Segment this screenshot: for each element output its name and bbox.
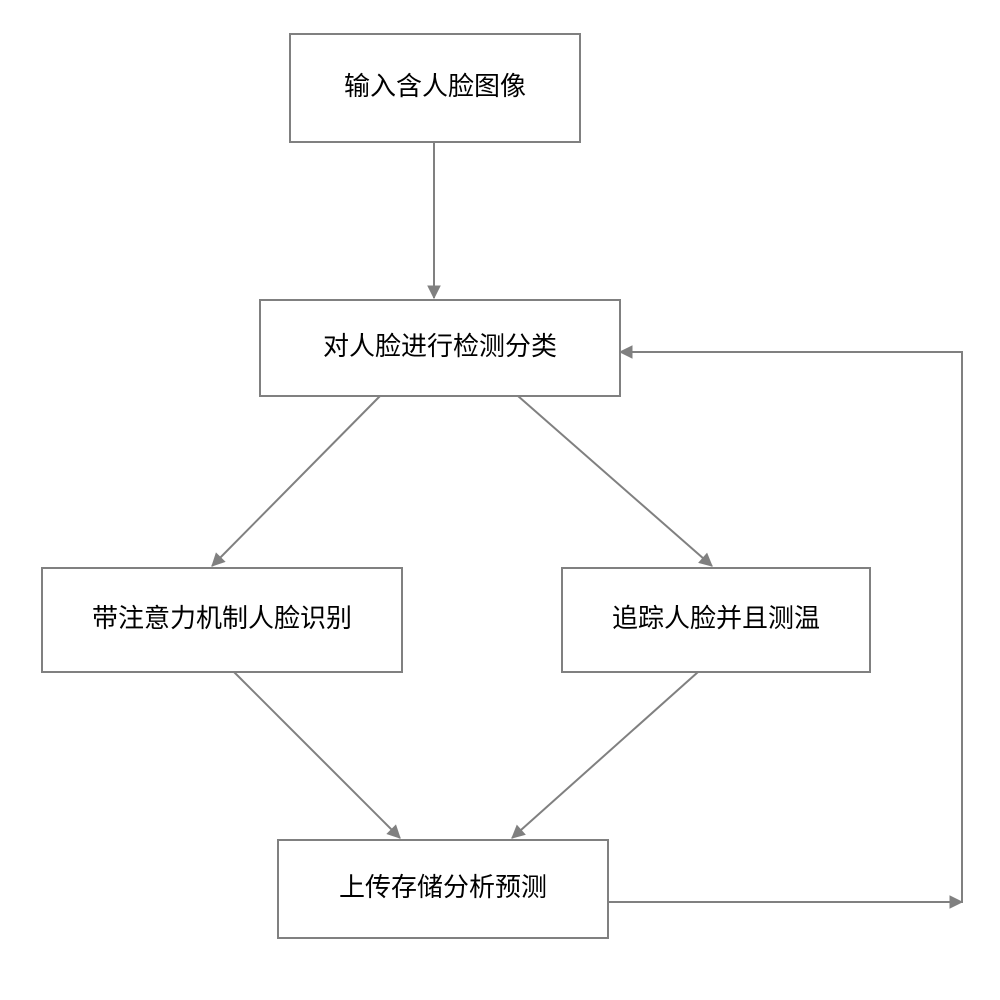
flow-node-n1: 输入含人脸图像: [290, 34, 580, 142]
arrow-head-icon: [950, 896, 962, 908]
flow-node-n2: 对人脸进行检测分类: [260, 300, 620, 396]
flow-edge: [518, 396, 712, 566]
flow-node-label: 输入含人脸图像: [344, 72, 526, 101]
arrow-head-icon: [428, 286, 440, 298]
flowchart-diagram: 输入含人脸图像对人脸进行检测分类带注意力机制人脸识别 追踪人脸并且测温上传存储分析…: [0, 0, 1000, 1000]
flow-node-label: 上传存储分析预测: [339, 873, 547, 902]
flow-node-label: 追踪人脸并且测温: [612, 604, 820, 633]
flow-node-label: 带注意力机制人脸识别: [92, 604, 352, 633]
flow-node-n4: 追踪人脸并且测温: [562, 568, 870, 672]
flow-node-label: 对人脸进行检测分类: [323, 332, 557, 361]
flow-edge: [234, 672, 400, 838]
flow-edge: [512, 672, 698, 838]
flow-edge: [212, 396, 380, 566]
flow-node-n5: 上传存储分析预测: [278, 840, 608, 938]
flow-node-n3: 带注意力机制人脸识别: [42, 568, 402, 672]
arrow-head-icon: [620, 346, 632, 358]
